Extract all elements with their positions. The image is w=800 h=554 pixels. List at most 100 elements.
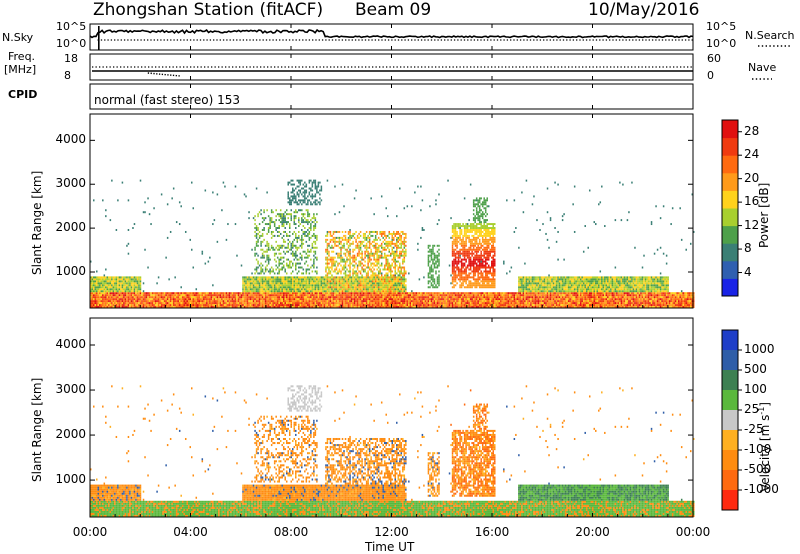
power-cell <box>313 276 315 279</box>
power-cell <box>364 290 366 293</box>
power-cell <box>123 304 125 307</box>
power-cell <box>403 296 406 299</box>
power-cell <box>298 290 300 293</box>
power-cell <box>340 252 342 255</box>
power-cell <box>114 296 116 299</box>
power-cell <box>362 268 365 271</box>
power-cell <box>105 306 107 308</box>
power-cell <box>365 294 368 297</box>
power-cell <box>349 242 351 245</box>
power-cell <box>228 306 231 308</box>
power-cell <box>403 294 406 297</box>
power-cell <box>150 306 152 308</box>
power-cell <box>258 223 261 226</box>
power-cell <box>382 288 384 291</box>
power-cell <box>267 246 270 249</box>
power-cell <box>424 300 427 303</box>
power-cell <box>368 278 371 281</box>
power-cell <box>311 284 314 287</box>
power-cell <box>213 302 216 305</box>
power-cell <box>178 296 181 299</box>
power-cell <box>279 246 282 249</box>
power-cell <box>411 296 413 299</box>
power-cell <box>396 248 398 251</box>
power-cell <box>145 306 148 308</box>
power-cell <box>347 274 350 277</box>
power-cell <box>359 298 362 301</box>
power-cell <box>91 296 94 299</box>
power-cell <box>323 300 326 303</box>
power-cell <box>421 199 424 202</box>
power-cell <box>258 230 261 233</box>
power-cell <box>426 294 428 297</box>
power-cell <box>405 292 407 295</box>
power-cell <box>175 306 178 308</box>
power-cell <box>269 223 271 226</box>
power-cell <box>254 272 256 275</box>
power-cell <box>370 254 372 257</box>
power-cell <box>112 280 115 283</box>
power-cell <box>272 230 274 233</box>
power-cell <box>129 286 131 289</box>
power-cell <box>174 306 176 308</box>
power-cell <box>93 288 95 291</box>
power-cell <box>432 284 434 287</box>
power-cell <box>282 250 285 253</box>
power-cell <box>118 278 121 281</box>
power-cell <box>359 278 362 281</box>
power-cell <box>273 306 276 308</box>
power-cell <box>126 280 128 283</box>
power-cell <box>405 294 407 297</box>
power-cell <box>310 201 312 204</box>
power-cell <box>340 276 342 279</box>
power-cell <box>192 292 195 295</box>
power-cell <box>257 213 259 216</box>
power-cell <box>195 288 198 291</box>
power-cell <box>393 278 395 281</box>
power-cell <box>310 286 312 289</box>
power-cell <box>313 264 315 267</box>
power-cell <box>248 302 250 305</box>
power-cell <box>282 292 285 295</box>
power-cell <box>141 292 143 295</box>
power-cell <box>344 290 347 293</box>
power-cell <box>203 296 205 299</box>
power-cell <box>302 215 305 218</box>
power-cell <box>328 270 330 273</box>
power-cell <box>301 246 303 249</box>
power-cell <box>399 306 401 308</box>
power-cell <box>151 302 154 305</box>
power-cell <box>454 242 457 245</box>
power-cell <box>429 280 431 283</box>
power-cell <box>429 260 431 263</box>
power-cell <box>320 290 323 293</box>
power-cell <box>299 209 302 212</box>
power-cell <box>111 306 113 308</box>
power-cell <box>316 282 318 285</box>
power-cell <box>111 286 113 289</box>
power-cell <box>272 284 274 287</box>
power-cell <box>139 280 142 283</box>
power-cell <box>163 292 166 295</box>
power-cell <box>109 296 112 299</box>
power-cell <box>326 244 329 247</box>
power-cell <box>414 296 416 299</box>
power-cell <box>340 240 342 243</box>
power-cell <box>102 282 104 285</box>
power-cell <box>94 300 97 303</box>
power-cell <box>355 272 357 275</box>
power-cell <box>191 302 193 305</box>
power-cell <box>233 292 235 295</box>
power-cell <box>314 250 317 253</box>
power-cell <box>334 244 336 247</box>
power-cell <box>383 284 386 287</box>
power-cell <box>162 294 164 297</box>
power-cell <box>341 244 344 247</box>
power-cell <box>228 304 231 307</box>
power-cell <box>462 276 464 279</box>
power-cell <box>317 286 320 289</box>
power-cell <box>191 292 193 295</box>
power-cell <box>175 300 178 303</box>
power-cell <box>393 242 395 245</box>
power-cell <box>393 266 395 269</box>
